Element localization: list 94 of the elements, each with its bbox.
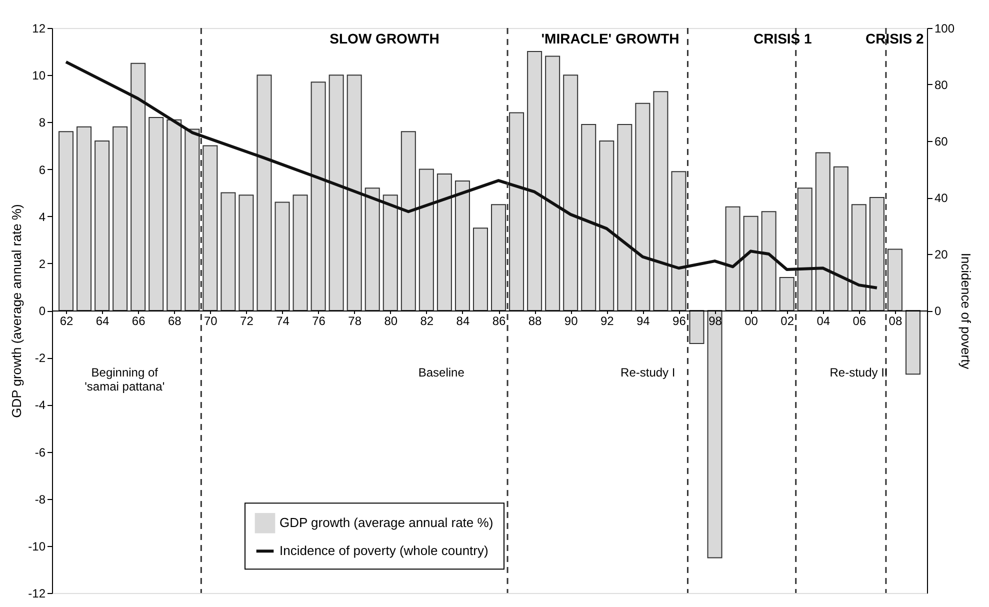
annotation: CRISIS 2 [865, 30, 924, 47]
annotation: Re-study I [620, 366, 676, 380]
bar [472, 228, 488, 311]
annotation: 'MIRACLE' GROWTH [541, 30, 680, 47]
y2-axis-title: Incidence of poverty [958, 252, 974, 370]
y2-tick-label: 100 [934, 22, 955, 36]
bar [238, 194, 254, 311]
y-tick-label: 8 [38, 116, 46, 130]
bar [400, 131, 416, 311]
x-tick-label: 90 [564, 314, 578, 328]
x-tick-label: 78 [348, 314, 362, 328]
bar [130, 62, 146, 311]
y-tick-label: 6 [38, 162, 46, 177]
bar [292, 194, 308, 311]
bar [527, 51, 542, 311]
y2-tick-label: 20 [934, 248, 948, 262]
x-tick-label: 02 [780, 314, 794, 328]
y2-tick-label: 80 [934, 78, 948, 92]
y-tick-label: -8 [34, 492, 46, 506]
x-tick-label: 68 [168, 314, 182, 328]
x-tick-label: 88 [528, 314, 542, 328]
y-tick-label: 0 [38, 304, 46, 318]
y2-tick-label: 40 [934, 191, 948, 205]
annotation: CRISIS 1 [753, 30, 812, 47]
bar [220, 192, 236, 311]
x-tick-label: 04 [816, 314, 830, 328]
x-tick-label: 96 [672, 314, 686, 328]
x-tick-label: 92 [600, 314, 614, 328]
x-tick-label: 70 [204, 314, 218, 328]
x-tick-label: 66 [132, 314, 146, 328]
bar [725, 206, 740, 311]
y2-tick-label: 0 [934, 304, 942, 318]
legend-label: Incidence of poverty (whole country) [280, 543, 488, 558]
x-tick-label: 62 [60, 314, 74, 328]
x-tick-label: 06 [852, 314, 866, 328]
x-tick-label: 64 [96, 314, 110, 328]
bar [274, 202, 290, 311]
bar [761, 211, 776, 311]
bar [418, 168, 434, 311]
x-tick-label: 80 [384, 314, 398, 328]
x-tick-label: 74 [276, 314, 290, 328]
x-tick-label: 00 [744, 314, 758, 328]
bar [563, 74, 578, 311]
x-tick-label: 94 [636, 314, 650, 328]
line-series [64, 60, 878, 290]
bar [364, 188, 380, 311]
x-tick-label: 72 [240, 314, 254, 328]
bar [743, 216, 758, 311]
bar [545, 56, 560, 311]
x-tick-label: 82 [420, 314, 434, 328]
legend-label: GDP growth (average annual rate %) [280, 515, 494, 530]
y-tick-label: -4 [34, 398, 46, 412]
bar [112, 126, 128, 311]
bar [635, 102, 650, 311]
bar [94, 140, 110, 311]
x-tick-label: 86 [492, 314, 506, 328]
bar [382, 194, 398, 311]
annotation: Re-study II [830, 366, 888, 380]
x-tick-label: 98 [708, 314, 722, 328]
x-tick-label: 08 [888, 314, 902, 328]
bar [833, 166, 848, 311]
y-tick-label: -6 [34, 445, 46, 460]
x-tick-label: 76 [312, 314, 326, 328]
bar [581, 124, 596, 311]
y-tick-label: 2 [38, 256, 46, 271]
bar [617, 124, 632, 311]
annotation: SLOW GROWTH [330, 30, 440, 47]
bar [346, 74, 362, 311]
annotation: Beginning of 'samai pattana' [84, 366, 165, 394]
bar [256, 74, 272, 311]
bar [76, 126, 92, 311]
bar [851, 204, 866, 311]
bar [436, 173, 452, 311]
bar [653, 91, 668, 311]
bar [328, 74, 344, 311]
annotation: Baseline [418, 366, 465, 380]
bar [815, 152, 830, 311]
y-axis-title: GDP growth (average annual rate %) [9, 204, 24, 418]
y2-tick-label: 60 [934, 134, 948, 148]
y-tick-label: 10 [32, 68, 46, 83]
x-tick-label: 84 [456, 314, 470, 328]
bar [310, 82, 326, 311]
bar [905, 310, 920, 375]
y-tick-label: 4 [38, 210, 46, 224]
bar [166, 119, 182, 311]
y-tick-label: 12 [32, 22, 46, 36]
bar [707, 310, 722, 558]
bar [58, 131, 74, 311]
y-tick-label: -10 [28, 539, 46, 554]
bar [454, 180, 470, 311]
bar [148, 116, 164, 311]
y-tick-label: -2 [34, 351, 46, 366]
y-tick-label: -12 [28, 586, 46, 600]
bar [599, 140, 614, 311]
